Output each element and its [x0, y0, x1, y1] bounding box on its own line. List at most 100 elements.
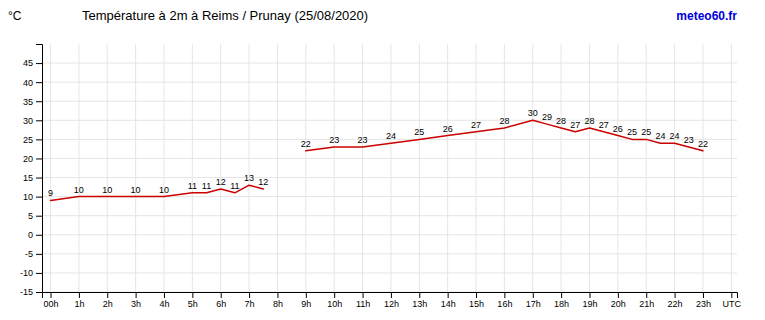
data-label: 10 — [102, 185, 112, 195]
x-grid-line — [617, 44, 618, 292]
x-tick: 8h — [273, 292, 283, 309]
x-tick: 22h — [668, 292, 683, 309]
x-tick: 12h — [384, 292, 399, 309]
y-tick-label: 40 — [23, 78, 33, 88]
x-tick-mark — [391, 292, 392, 298]
y-tick-label: -10 — [20, 268, 33, 278]
x-grid-line — [731, 44, 732, 292]
x-tick-mark — [277, 292, 278, 298]
y-tick: -10 — [20, 268, 42, 278]
data-label: 11 — [230, 181, 239, 191]
x-grid-line — [476, 44, 477, 292]
x-tick: 20h — [611, 292, 626, 309]
x-tick: 6h — [216, 292, 226, 309]
x-tick: 17h — [526, 292, 541, 309]
x-tick-label: 12h — [384, 299, 399, 309]
y-tick: 35 — [23, 97, 42, 107]
y-axis-line — [36, 45, 43, 293]
x-tick-mark — [136, 292, 137, 298]
y-tick: 0 — [28, 230, 42, 240]
x-tick-label: 5h — [188, 299, 198, 309]
y-tick-label: 20 — [23, 154, 33, 164]
x-tick-mark — [249, 292, 250, 298]
x-tick-label: 21h — [639, 299, 654, 309]
x-tick-label: 16h — [497, 299, 512, 309]
data-label: 23 — [684, 135, 694, 145]
data-label: 23 — [329, 135, 339, 145]
x-tick-label: 13h — [412, 299, 427, 309]
y-grid-line — [42, 120, 737, 121]
x-tick: 10h — [327, 292, 342, 309]
grid — [42, 44, 737, 292]
y-tick: -15 — [20, 287, 42, 297]
data-label: 27 — [570, 120, 580, 130]
y-grid-line — [42, 158, 737, 159]
x-tick: 2h — [103, 292, 113, 309]
x-tick-label: UTC — [723, 299, 742, 309]
y-tick-label: 25 — [23, 135, 33, 145]
y-grid-line — [42, 101, 737, 102]
x-tick-label: 6h — [216, 299, 226, 309]
x-tick: 14h — [441, 292, 456, 309]
data-label: 24 — [670, 131, 680, 141]
y-tick-label: 35 — [23, 97, 33, 107]
x-tick: 13h — [412, 292, 427, 309]
data-label: 24 — [386, 131, 396, 141]
x-tick-mark — [221, 292, 222, 298]
y-tick: 15 — [23, 173, 42, 183]
y-tick: 20 — [23, 154, 42, 164]
x-tick-mark — [448, 292, 449, 298]
y-tick-mark — [36, 120, 42, 121]
x-grid-line — [249, 44, 250, 292]
x-tick-label: 18h — [554, 299, 569, 309]
x-tick-label: 23h — [696, 299, 711, 309]
x-tick: 11h — [356, 292, 370, 309]
x-tick-label: 17h — [526, 299, 541, 309]
x-grid-line — [646, 44, 647, 292]
data-label: 10 — [74, 185, 84, 195]
x-tick-label: 22h — [668, 299, 683, 309]
y-grid-line — [42, 63, 737, 64]
y-tick-mark — [36, 82, 42, 83]
data-label: 30 — [528, 108, 538, 118]
x-tick: 16h — [497, 292, 512, 309]
x-tick: 15h — [469, 292, 484, 309]
x-tick-mark — [306, 292, 307, 298]
x-grid-line — [702, 44, 703, 292]
data-label: 26 — [613, 124, 623, 134]
x-grid-line — [447, 44, 448, 292]
x-tick-mark — [561, 292, 562, 298]
x-tick: 4h — [159, 292, 169, 309]
y-grid-line — [42, 177, 737, 178]
x-grid-line — [504, 44, 505, 292]
x-tick: 19h — [582, 292, 597, 309]
data-label: 28 — [556, 116, 566, 126]
x-tick-label: 10h — [327, 299, 342, 309]
data-label: 27 — [471, 120, 481, 130]
y-grid-line — [42, 234, 737, 235]
x-tick: 5h — [188, 292, 198, 309]
data-label: 22 — [301, 139, 311, 149]
x-grid-line — [192, 44, 193, 292]
x-tick: UTC — [723, 292, 742, 309]
data-label: 12 — [258, 177, 268, 187]
y-tick-mark — [36, 292, 42, 293]
title: Température à 2m à Reims / Prunay (25/08… — [82, 8, 368, 23]
y-tick: 40 — [23, 78, 42, 88]
x-axis-line — [43, 293, 738, 299]
x-tick-mark — [164, 292, 165, 298]
x-tick-mark — [51, 292, 52, 298]
y-tick-mark — [36, 158, 42, 159]
x-tick-label: 15h — [469, 299, 484, 309]
x-grid-line — [362, 44, 363, 292]
x-grid-line — [135, 44, 136, 292]
y-tick-mark — [36, 178, 42, 179]
y-tick-label: 15 — [23, 173, 33, 183]
x-tick-label: 4h — [159, 299, 169, 309]
x-tick-label: 20h — [611, 299, 626, 309]
data-label: 11 — [188, 181, 197, 191]
x-tick-mark — [363, 292, 364, 298]
x-tick-label: 14h — [441, 299, 456, 309]
data-label: 28 — [499, 116, 509, 126]
data-label: 11 — [202, 181, 211, 191]
